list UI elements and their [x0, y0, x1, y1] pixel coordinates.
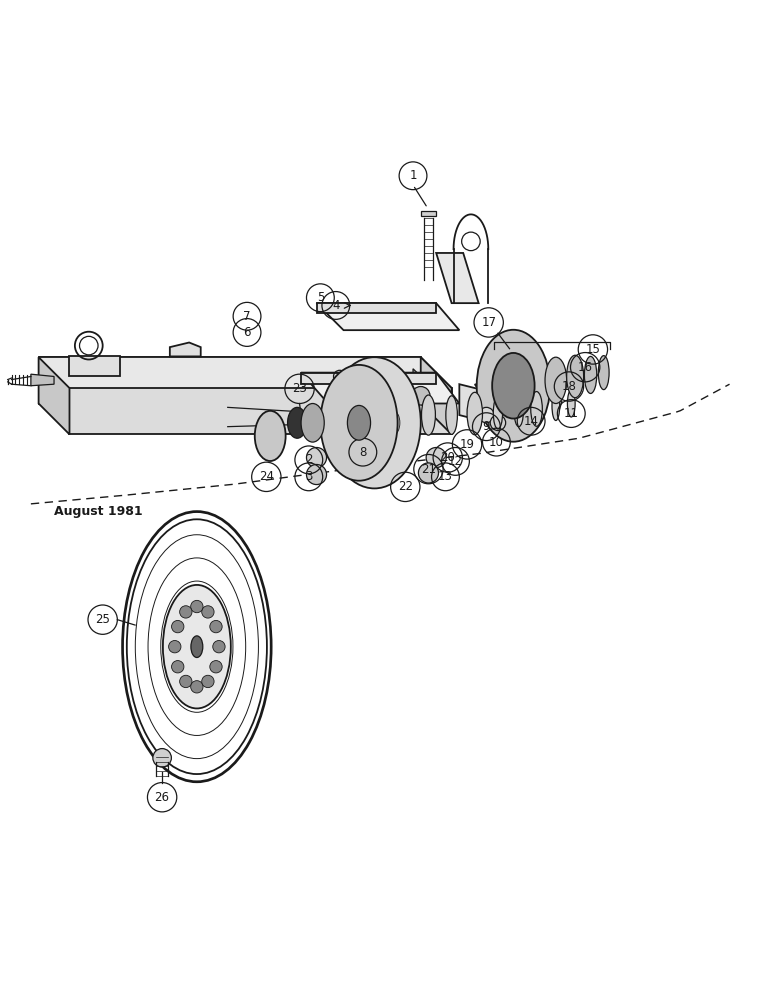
Ellipse shape — [477, 330, 550, 442]
Ellipse shape — [422, 395, 435, 435]
Text: 11: 11 — [564, 407, 579, 420]
Circle shape — [426, 448, 446, 468]
Text: 8: 8 — [359, 446, 367, 459]
Polygon shape — [170, 343, 201, 356]
Text: 4: 4 — [332, 299, 340, 312]
Text: 6: 6 — [243, 326, 251, 339]
Ellipse shape — [347, 405, 371, 440]
Text: 21: 21 — [421, 463, 436, 476]
Ellipse shape — [337, 410, 350, 435]
Polygon shape — [301, 373, 459, 403]
Circle shape — [180, 675, 192, 688]
Text: 24: 24 — [259, 470, 274, 483]
Circle shape — [418, 463, 438, 483]
Ellipse shape — [363, 412, 374, 434]
Circle shape — [306, 464, 327, 485]
Circle shape — [479, 407, 494, 423]
Ellipse shape — [375, 412, 387, 434]
Ellipse shape — [493, 353, 534, 419]
Circle shape — [363, 417, 383, 437]
Polygon shape — [39, 357, 421, 403]
Ellipse shape — [552, 391, 560, 420]
Text: 19: 19 — [459, 438, 475, 451]
Polygon shape — [421, 211, 436, 216]
Circle shape — [191, 600, 203, 613]
Text: 9: 9 — [482, 420, 490, 433]
Circle shape — [210, 620, 222, 633]
Ellipse shape — [584, 356, 597, 393]
Text: 25: 25 — [95, 613, 110, 626]
Circle shape — [210, 661, 222, 673]
Polygon shape — [475, 384, 513, 401]
Circle shape — [201, 606, 214, 618]
Circle shape — [153, 749, 171, 767]
Polygon shape — [317, 303, 459, 330]
Ellipse shape — [514, 396, 523, 427]
Text: 16: 16 — [577, 361, 593, 374]
Text: 5: 5 — [317, 291, 324, 304]
Text: 10: 10 — [489, 436, 504, 449]
Circle shape — [411, 387, 430, 405]
Circle shape — [180, 606, 192, 618]
Text: 22: 22 — [398, 480, 413, 493]
Polygon shape — [459, 384, 490, 423]
Text: 26: 26 — [154, 791, 170, 804]
Polygon shape — [413, 369, 431, 403]
Ellipse shape — [328, 357, 421, 488]
Ellipse shape — [567, 390, 575, 417]
Ellipse shape — [467, 392, 482, 435]
Ellipse shape — [350, 411, 363, 434]
Polygon shape — [317, 303, 436, 313]
Ellipse shape — [287, 407, 306, 438]
Ellipse shape — [493, 397, 503, 429]
Polygon shape — [301, 373, 436, 384]
Text: 23: 23 — [292, 382, 307, 395]
Ellipse shape — [567, 355, 584, 398]
Polygon shape — [421, 357, 452, 434]
Polygon shape — [39, 357, 69, 434]
Circle shape — [490, 415, 506, 431]
Polygon shape — [553, 400, 562, 411]
Text: 3: 3 — [305, 470, 313, 483]
Text: 2: 2 — [305, 453, 313, 466]
Ellipse shape — [530, 392, 542, 426]
Polygon shape — [69, 388, 452, 434]
Ellipse shape — [545, 357, 567, 403]
Circle shape — [213, 641, 225, 653]
Circle shape — [201, 675, 214, 688]
Text: 15: 15 — [585, 343, 601, 356]
Polygon shape — [436, 253, 479, 303]
Ellipse shape — [320, 365, 398, 481]
Circle shape — [171, 620, 184, 633]
Polygon shape — [31, 374, 54, 386]
Circle shape — [191, 681, 203, 693]
Ellipse shape — [255, 411, 286, 461]
Ellipse shape — [320, 409, 336, 436]
Text: 18: 18 — [561, 380, 577, 393]
Polygon shape — [69, 356, 120, 376]
Text: August 1981: August 1981 — [54, 505, 143, 518]
Ellipse shape — [388, 411, 400, 434]
Text: 1: 1 — [409, 169, 417, 182]
Text: 12: 12 — [448, 455, 463, 468]
Ellipse shape — [163, 585, 231, 708]
Circle shape — [171, 661, 184, 673]
Circle shape — [168, 641, 181, 653]
Polygon shape — [39, 357, 452, 388]
Circle shape — [306, 448, 327, 468]
Text: 13: 13 — [438, 470, 453, 483]
Ellipse shape — [301, 404, 324, 442]
Ellipse shape — [598, 356, 609, 390]
Text: 7: 7 — [243, 310, 251, 323]
Ellipse shape — [191, 636, 203, 657]
Text: 14: 14 — [523, 415, 539, 428]
Text: 20: 20 — [440, 451, 455, 464]
Text: 17: 17 — [481, 316, 496, 329]
Ellipse shape — [445, 396, 457, 434]
